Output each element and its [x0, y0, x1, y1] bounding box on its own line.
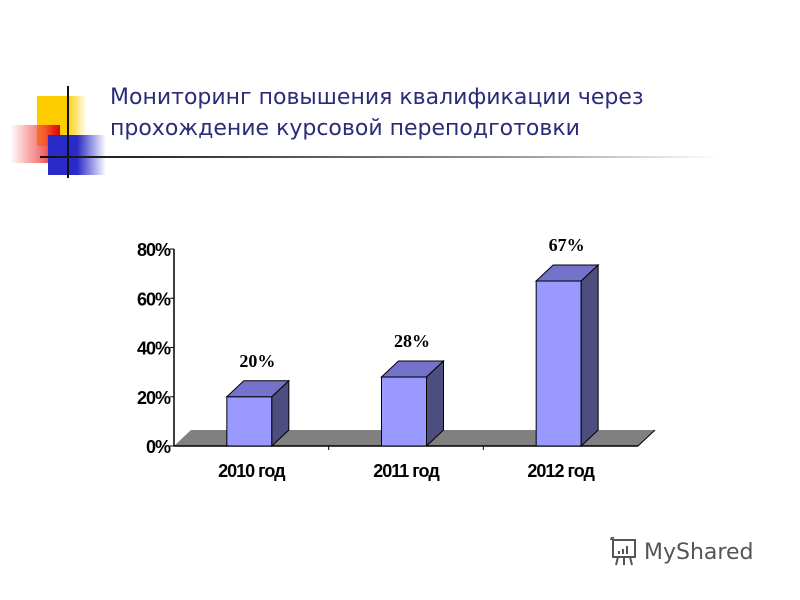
category-label: 2010 год: [218, 461, 286, 481]
floor-edge: [637, 429, 656, 447]
data-label: 67%: [549, 235, 585, 255]
bar-front: [226, 396, 273, 447]
title-line-2: прохождение курсовой переподготовки: [110, 116, 580, 141]
bar-side: [426, 359, 444, 448]
data-label: 28%: [394, 331, 430, 351]
category-label: 2012 год: [527, 461, 595, 481]
watermark: MyShared: [608, 537, 753, 567]
y-tick-label: 60%: [137, 289, 171, 309]
blue-square-decoration: [48, 135, 106, 175]
y-tick-label: 0%: [146, 437, 171, 457]
y-tick-label: 40%: [137, 339, 171, 359]
presentation-board-icon: [610, 537, 636, 566]
bar-front: [535, 280, 582, 447]
data-label: 20%: [239, 351, 275, 371]
vertical-line-decoration: [67, 86, 69, 178]
y-tick-label: 20%: [137, 388, 171, 408]
bar-front: [381, 376, 427, 447]
watermark-text: MyShared: [644, 539, 754, 565]
title-line-1: Мониторинг повышения квалификации через: [110, 85, 644, 110]
bar-side: [271, 379, 290, 448]
slide-title: Мониторинг повышения квалификации через …: [110, 82, 644, 144]
y-tick-label: 80%: [137, 240, 171, 260]
slide-decoration: [0, 0, 120, 200]
bar-side: [580, 263, 599, 448]
title-underline: [40, 156, 720, 158]
category-label: 2011 год: [373, 461, 440, 481]
